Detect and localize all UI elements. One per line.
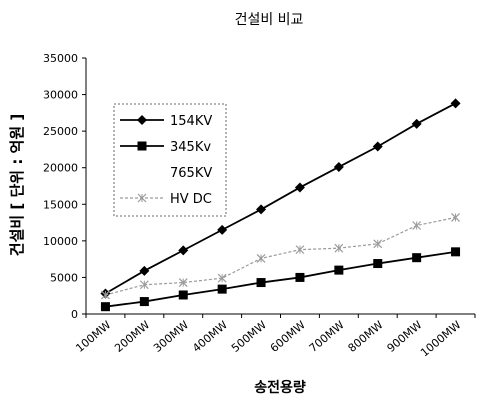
legend-item: HV DC	[120, 192, 212, 207]
data-point	[295, 272, 305, 282]
x-tick-label: 700MW	[307, 318, 347, 355]
data-point	[100, 302, 110, 312]
data-point	[178, 278, 188, 287]
chart-title: 건설비 비교	[235, 12, 304, 28]
data-point	[373, 239, 383, 249]
legend-label: 765KV	[170, 166, 212, 181]
series-line	[105, 216, 456, 296]
series-layer	[100, 98, 461, 312]
legend-box	[113, 103, 227, 217]
data-point	[411, 118, 422, 129]
legend-marker	[137, 141, 147, 151]
data-point	[412, 221, 422, 230]
legend-label: HV DC	[170, 192, 212, 207]
data-point	[333, 161, 344, 172]
data-point	[256, 278, 266, 288]
legend-item: 345Kv	[120, 140, 211, 155]
y-tick-label: 25000	[43, 125, 78, 138]
legend-label: 345Kv	[170, 140, 211, 155]
x-tick-label: 1000MW	[418, 318, 463, 359]
data-point	[139, 297, 149, 307]
x-tick-label: 800MW	[346, 318, 386, 355]
y-ticks: 0 5000 10000 15000 20000 25000 30000 35000	[43, 52, 86, 321]
data-point	[256, 204, 267, 215]
data-point	[256, 253, 266, 263]
data-point	[178, 245, 189, 256]
legend-item: 154KV	[120, 114, 212, 129]
y-tick-label: 5000	[50, 271, 78, 284]
y-tick-label: 30000	[43, 89, 78, 102]
x-tick-label: 500MW	[229, 318, 269, 355]
data-point	[334, 243, 344, 253]
data-point	[412, 253, 422, 263]
series-345kv	[100, 247, 461, 312]
data-point	[217, 284, 227, 294]
data-point	[217, 273, 227, 283]
legend-marker	[137, 193, 147, 203]
data-point	[139, 265, 150, 276]
x-ticks: 100MW200MW300MW400MW500MW600MW700MW800MW…	[73, 314, 476, 359]
legend-marker	[137, 115, 147, 125]
x-tick-label: 400MW	[190, 318, 230, 355]
series-hv-dc	[101, 213, 460, 300]
series-line	[105, 250, 456, 308]
legend: 154KV 345Kv 765KV HV DC	[113, 103, 227, 217]
data-point	[372, 141, 383, 152]
x-axis-label: 송전용량	[254, 379, 306, 396]
data-point	[101, 290, 110, 300]
data-point	[373, 259, 383, 269]
legend-item: 765KV	[170, 166, 212, 181]
legend-label: 154KV	[170, 114, 212, 129]
series-line	[104, 102, 456, 295]
x-tick-label: 100MW	[73, 318, 113, 355]
y-tick-label: 35000	[43, 52, 78, 65]
data-point	[451, 247, 461, 257]
data-point	[450, 98, 461, 109]
y-tick-label: 10000	[43, 235, 78, 248]
data-point	[294, 182, 305, 193]
y-tick-label: 15000	[43, 198, 78, 211]
data-point	[295, 245, 305, 255]
data-point	[217, 224, 228, 235]
x-tick-label: 600MW	[268, 318, 308, 355]
y-axis-label: 건설비 [ 단위 : 억원 ]	[8, 114, 26, 256]
data-point	[451, 213, 460, 222]
x-tick-label: 200MW	[112, 318, 152, 355]
series-154kv	[100, 98, 461, 299]
y-tick-label: 20000	[43, 162, 78, 175]
y-tick-label: 0	[71, 308, 78, 321]
data-point	[178, 290, 188, 300]
data-point	[334, 265, 344, 275]
data-point	[139, 280, 149, 290]
x-tick-label: 300MW	[151, 318, 191, 355]
